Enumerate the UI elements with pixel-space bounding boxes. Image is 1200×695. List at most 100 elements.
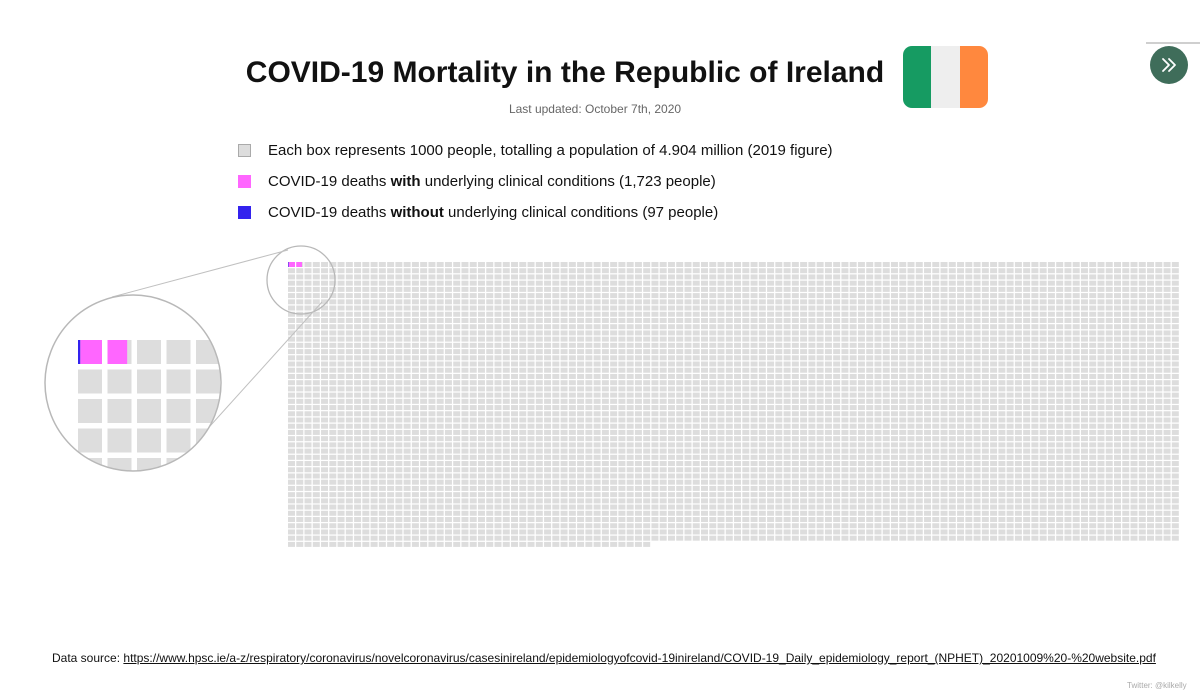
waffle-box xyxy=(940,498,948,504)
waffle-box xyxy=(1097,380,1105,386)
waffle-box xyxy=(494,411,502,417)
waffle-box xyxy=(841,317,849,323)
waffle-box xyxy=(957,492,965,498)
waffle-box xyxy=(973,349,981,355)
waffle-box xyxy=(709,299,717,305)
next-slide-button[interactable] xyxy=(1150,46,1188,84)
waffle-box xyxy=(1147,529,1155,535)
waffle-box xyxy=(998,398,1006,404)
waffle-box xyxy=(973,336,981,342)
waffle-box xyxy=(1064,523,1072,529)
waffle-box xyxy=(304,324,312,330)
waffle-box xyxy=(544,436,552,442)
waffle-box xyxy=(1138,535,1146,541)
waffle-box xyxy=(709,311,717,317)
waffle-box xyxy=(849,411,857,417)
waffle-box xyxy=(296,461,304,467)
waffle-box xyxy=(610,448,618,454)
waffle-box xyxy=(915,262,923,267)
waffle-box xyxy=(1031,517,1039,523)
waffle-box xyxy=(709,293,717,299)
waffle-box xyxy=(907,492,915,498)
waffle-box xyxy=(345,380,353,386)
waffle-box xyxy=(808,398,816,404)
waffle-box xyxy=(932,442,940,448)
waffle-box xyxy=(610,324,618,330)
waffle-box xyxy=(907,305,915,311)
waffle-box xyxy=(783,361,791,367)
waffle-box xyxy=(477,380,485,386)
waffle-box xyxy=(651,498,659,504)
waffle-box xyxy=(1064,293,1072,299)
waffle-box xyxy=(816,479,824,485)
waffle-box xyxy=(775,373,783,379)
waffle-box xyxy=(874,523,882,529)
waffle-box xyxy=(924,361,932,367)
waffle-box xyxy=(816,274,824,280)
waffle-box xyxy=(304,373,312,379)
waffle-box xyxy=(965,529,973,535)
waffle-box xyxy=(634,280,642,286)
waffle-box xyxy=(362,324,370,330)
waffle-box xyxy=(560,411,568,417)
waffle-box xyxy=(354,299,362,305)
waffle-box xyxy=(585,336,593,342)
waffle-box xyxy=(841,454,849,460)
waffle-box xyxy=(469,311,477,317)
waffle-box xyxy=(1023,280,1031,286)
waffle-box xyxy=(775,436,783,442)
waffle-box xyxy=(1138,361,1146,367)
waffle-box xyxy=(288,398,295,404)
waffle-box xyxy=(461,498,469,504)
waffle-box xyxy=(973,411,981,417)
waffle-box xyxy=(1039,380,1047,386)
waffle-box xyxy=(824,485,832,491)
waffle-box xyxy=(791,448,799,454)
waffle-box xyxy=(527,485,535,491)
waffle-box xyxy=(1130,330,1138,336)
waffle-box xyxy=(387,517,395,523)
waffle-box xyxy=(354,529,362,535)
data-source-link[interactable]: https://www.hpsc.ie/a-z/respiratory/coro… xyxy=(123,651,1156,665)
waffle-box xyxy=(758,504,766,510)
waffle-box xyxy=(321,467,329,473)
waffle-box xyxy=(354,429,362,435)
waffle-box xyxy=(387,485,395,491)
waffle-box xyxy=(684,330,692,336)
waffle-box xyxy=(1056,280,1064,286)
waffle-box xyxy=(1097,336,1105,342)
waffle-box xyxy=(857,392,865,398)
waffle-box xyxy=(519,373,527,379)
waffle-box xyxy=(585,498,593,504)
waffle-box xyxy=(345,336,353,342)
waffle-box xyxy=(585,523,593,529)
waffle-box xyxy=(354,535,362,541)
waffle-box xyxy=(634,336,642,342)
waffle-box xyxy=(924,280,932,286)
waffle-box xyxy=(560,510,568,516)
waffle-box xyxy=(593,268,601,274)
waffle-box xyxy=(701,262,708,267)
waffle-box xyxy=(1130,299,1138,305)
waffle-box xyxy=(957,467,965,473)
waffle-box xyxy=(857,461,865,467)
waffle-box xyxy=(370,274,378,280)
waffle-box xyxy=(469,293,477,299)
waffle-box xyxy=(444,317,452,323)
waffle-box xyxy=(354,342,362,348)
waffle-box xyxy=(1147,280,1155,286)
waffle-box xyxy=(370,386,378,392)
waffle-box xyxy=(1039,479,1047,485)
waffle-box xyxy=(626,523,634,529)
waffle-box xyxy=(469,317,477,323)
waffle-box xyxy=(890,411,898,417)
waffle-box xyxy=(560,342,568,348)
waffle-box xyxy=(1006,373,1014,379)
waffle-box xyxy=(990,355,998,361)
waffle-box xyxy=(890,293,898,299)
waffle-box xyxy=(924,479,932,485)
waffle-box xyxy=(568,442,576,448)
waffle-box xyxy=(1163,299,1171,305)
waffle-box xyxy=(734,492,742,498)
waffle-box xyxy=(1014,324,1022,330)
